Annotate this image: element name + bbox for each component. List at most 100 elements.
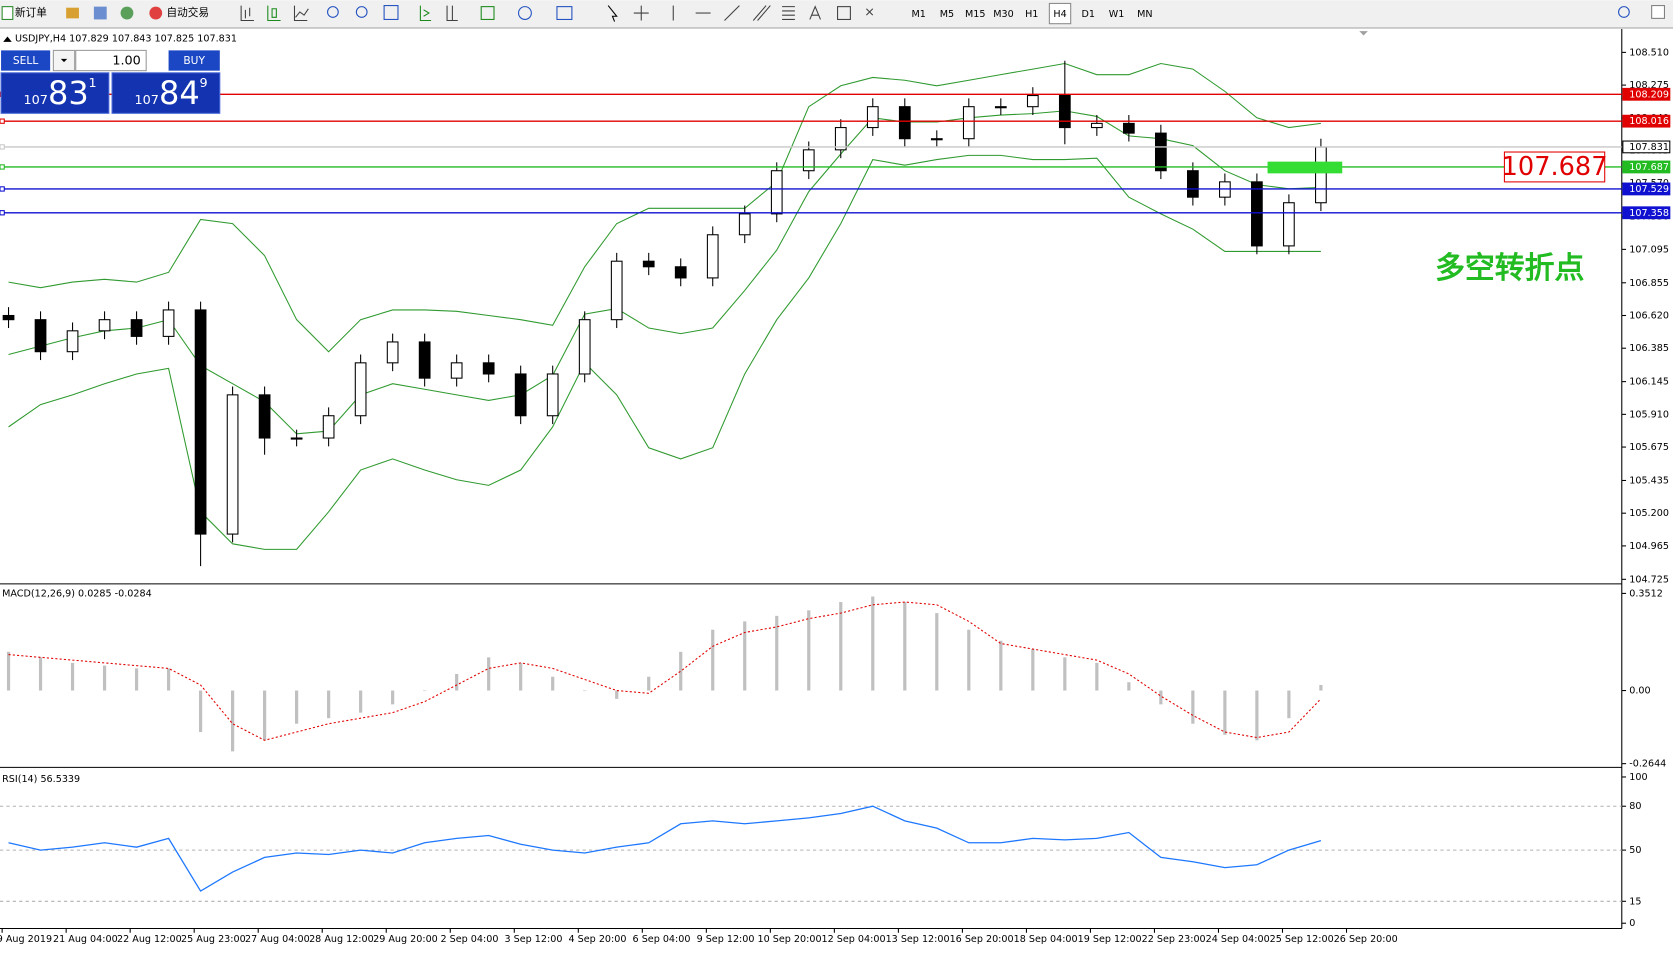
macd-bar xyxy=(679,651,683,691)
macd-bar xyxy=(1095,662,1099,691)
macd-bar xyxy=(871,596,875,691)
x-tick-label: 16 Sep 20:00 xyxy=(950,934,1014,945)
zone-highlight xyxy=(1267,161,1343,174)
fibo-tool[interactable] xyxy=(782,6,795,20)
cursor-tool[interactable] xyxy=(607,5,618,22)
macd-bar xyxy=(1191,690,1195,724)
sell-button[interactable] xyxy=(1,50,51,71)
auto-trading-icon[interactable] xyxy=(149,6,163,20)
timeframe-button[interactable]: H1 xyxy=(1025,9,1038,20)
candle-body xyxy=(2,314,15,321)
macd-bar xyxy=(134,668,139,691)
channel-tool[interactable] xyxy=(752,5,771,21)
ask-pip: 9 xyxy=(200,76,208,91)
indicators-tool[interactable] xyxy=(480,6,495,20)
trendline-tool[interactable] xyxy=(724,5,740,21)
level-price-label: 107.529 xyxy=(1629,184,1669,195)
macd-bar xyxy=(1063,657,1067,691)
candle-body xyxy=(578,319,591,375)
candle-body xyxy=(738,213,751,236)
y-tick-label: 106.620 xyxy=(1629,311,1669,322)
macd-bar xyxy=(647,676,651,691)
active-timeframe xyxy=(1048,2,1072,25)
x-tick-label: 24 Sep 04:00 xyxy=(1206,934,1270,945)
new-order-icon[interactable] xyxy=(1,6,14,20)
bid-box[interactable] xyxy=(0,72,110,114)
search-icon[interactable] xyxy=(1618,6,1630,18)
crosshair-tool[interactable] xyxy=(633,5,649,21)
x-tick-label: 19 Sep 12:00 xyxy=(1078,934,1142,945)
level-price-label: 107.831 xyxy=(1629,142,1669,153)
y-tick-label: 104.725 xyxy=(1629,574,1669,585)
timeframe-button[interactable]: M30 xyxy=(993,9,1014,20)
timeframe-button[interactable]: W1 xyxy=(1109,9,1125,20)
candle-body xyxy=(1315,146,1327,204)
x-tick-label: 28 Aug 12:00 xyxy=(309,934,374,945)
text-tool[interactable] xyxy=(809,5,821,20)
timeframe-button[interactable]: MN xyxy=(1137,9,1152,20)
macd-bar xyxy=(391,690,395,705)
line-chart-tool[interactable] xyxy=(293,5,309,22)
shift-tool[interactable] xyxy=(446,5,458,22)
ask-big: 107 xyxy=(134,93,158,108)
candle-body xyxy=(898,106,911,140)
y-tick-label: 106.145 xyxy=(1629,377,1669,388)
account-icon[interactable] xyxy=(1651,5,1665,19)
tool-icon[interactable] xyxy=(66,7,79,19)
timeframe-button[interactable]: M5 xyxy=(940,9,954,20)
y-tick-label: 0.00 xyxy=(1629,686,1650,697)
y-tick-label: 105.910 xyxy=(1629,409,1669,420)
callout-price: 107.687 xyxy=(1502,152,1608,182)
new-order-button[interactable]: 新订单 xyxy=(15,6,47,19)
macd-bar xyxy=(743,621,747,691)
level-price-label: 107.687 xyxy=(1629,162,1669,173)
timeframe-button[interactable]: D1 xyxy=(1082,9,1096,20)
label-tool[interactable] xyxy=(837,6,851,20)
timeframe-button[interactable]: M1 xyxy=(911,9,925,20)
tool-icon[interactable] xyxy=(93,6,107,20)
candle-body xyxy=(1058,95,1071,129)
candle-body xyxy=(290,437,303,440)
tool-icon[interactable] xyxy=(120,6,134,20)
tile-tool[interactable] xyxy=(383,5,399,20)
x-tick-label: 25 Sep 12:00 xyxy=(1270,934,1334,945)
bollinger-middle xyxy=(8,110,1321,435)
zoom-out-tool[interactable] xyxy=(355,6,368,18)
candle-body xyxy=(706,234,719,279)
chart-window xyxy=(0,29,1673,929)
rsi-line xyxy=(8,805,1322,892)
candle-body xyxy=(1026,95,1039,108)
lot-value: 1.00 xyxy=(112,54,141,69)
candle-chart-tool[interactable] xyxy=(267,5,281,22)
level-price-label: 107.358 xyxy=(1629,208,1669,219)
macd-bar xyxy=(198,690,203,733)
candle-body xyxy=(66,330,79,353)
lot-input[interactable] xyxy=(75,49,147,72)
candle-body xyxy=(994,106,1007,109)
bar-chart-tool[interactable] xyxy=(240,5,254,22)
buy-button[interactable] xyxy=(168,50,220,71)
candle-body xyxy=(962,106,975,140)
candle-body xyxy=(322,415,335,439)
auto-trading-button[interactable]: 自动交易 xyxy=(166,6,209,19)
toolbar xyxy=(0,0,1673,28)
arrow-tool[interactable] xyxy=(865,8,874,16)
macd-bar xyxy=(1287,690,1291,719)
y-tick-label: 105.435 xyxy=(1629,475,1669,486)
timeframe-button[interactable]: H4 xyxy=(1053,9,1066,20)
x-tick-label: 12 Sep 04:00 xyxy=(822,934,886,945)
macd-bar xyxy=(1255,690,1259,741)
zoom-in-tool[interactable] xyxy=(327,6,339,18)
candle-body xyxy=(34,319,47,353)
ask-box[interactable] xyxy=(111,72,221,114)
autoscroll-tool[interactable] xyxy=(419,5,432,22)
level-anchor xyxy=(0,186,5,192)
y-tick-label: -0.2644 xyxy=(1629,759,1666,770)
timeframe-button[interactable]: M15 xyxy=(965,9,985,20)
candle-body xyxy=(642,260,655,268)
templates-tool[interactable] xyxy=(556,6,573,20)
periods-tool[interactable] xyxy=(518,6,532,20)
symbol-marker xyxy=(3,36,12,42)
